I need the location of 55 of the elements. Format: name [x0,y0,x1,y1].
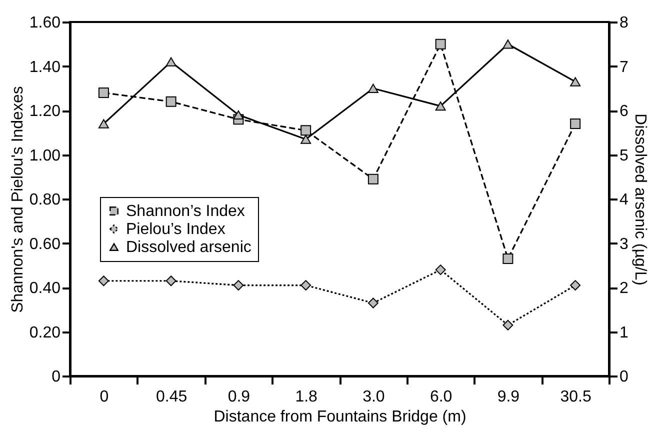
point [570,118,581,130]
legend-label: Dissolved arsenic [126,239,252,256]
y-tick-label: 0.40 [29,280,61,297]
point [570,280,581,291]
y2-tick-label: 4 [620,192,628,208]
y-tick-label: 0 [52,368,61,386]
point [300,280,312,291]
point [570,77,581,86]
y2-axis-title: Dissolved arsenic (µg/L) [631,114,648,286]
y-tick-label: 1.60 [29,14,61,32]
y2-tick-label: 5 [620,147,628,164]
x-tick-label: 3.0 [362,388,385,406]
y-axis-title: Shannon's and Pielou's Indexes [9,86,26,313]
x-axis-title: Distance from Fountains Bridge (m) [214,408,466,426]
point [368,84,378,93]
y2-tick-label: 2 [620,280,628,297]
point [300,134,312,144]
point [368,298,378,308]
y2-tick-label: 6 [620,103,628,120]
y-tick-label: 1.40 [29,58,61,76]
x-tick-label: 6.0 [430,388,452,406]
y-tick-label: 0.60 [29,236,61,253]
point [166,276,176,286]
x-tick-label: 30.5 [560,388,592,406]
point [300,125,312,136]
y-tick-label: 0.80 [29,192,61,208]
point [435,38,446,50]
y2-tick-label: 7 [620,58,628,76]
x-tick-label: 0 [100,388,109,406]
point [233,110,244,120]
x-tick-label: 0.45 [156,388,188,406]
point [502,40,514,49]
point [502,320,514,330]
point [502,253,514,264]
y2-tick-label: 0 [620,368,628,386]
point [98,276,109,286]
point [98,119,109,128]
x-tick-label: 0.9 [228,388,250,406]
legend-label: Pielou’s Index [126,221,226,238]
point [233,280,244,291]
point [166,96,176,107]
y-tick-label: 1.20 [29,103,61,120]
point [166,57,176,66]
y2-tick-label: 3 [620,236,628,253]
legend-label: Shannon’s Index [126,203,245,220]
x-tick-label: 9.9 [497,388,520,406]
point [435,101,446,111]
point [368,174,378,184]
point [435,264,446,276]
y2-tick-label: 1 [620,324,628,342]
y-tick-label: 1.00 [29,147,61,164]
y2-tick-label: 8 [620,14,628,32]
y-tick-label: 0.20 [29,324,61,342]
point [98,88,109,98]
x-tick-label: 1.8 [295,388,318,406]
